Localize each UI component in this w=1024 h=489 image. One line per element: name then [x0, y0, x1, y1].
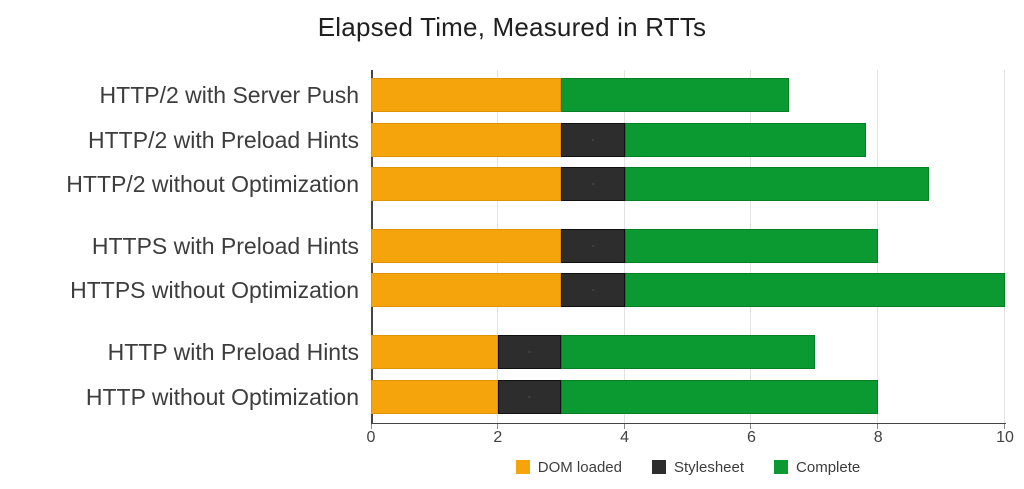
bar-segment-stylesheet: [497, 335, 562, 369]
axis-tick: [371, 424, 372, 429]
bar-segment-stylesheet: [561, 273, 625, 307]
bar-segment-complete: [624, 123, 866, 157]
axis-tick: [496, 424, 498, 429]
bar-segment-complete: [624, 273, 1005, 307]
legend-item-dom-loaded: DOM loaded: [515, 458, 622, 476]
chart-title: Elapsed Time, Measured in RTTs: [317, 12, 707, 42]
plot-area: [371, 70, 1006, 429]
category-label: HTTP/2 without Optimization: [66, 171, 359, 197]
legend-label: Stylesheet: [673, 458, 745, 476]
axis-tick-label: 8: [873, 429, 883, 446]
bar-segment-complete: [624, 229, 879, 263]
legend-swatch-stylesheet: [651, 460, 666, 474]
axis-tick-label: 0: [366, 429, 376, 446]
bar-segment-dom-loaded: [371, 273, 562, 307]
bar-segment-dom-loaded: [371, 229, 562, 263]
axis-tick-label: 2: [493, 429, 503, 446]
bar-segment-stylesheet: [561, 123, 625, 157]
legend-swatch-complete: [774, 460, 789, 474]
category-label: HTTP without Optimization: [85, 384, 359, 410]
x-axis-line: [371, 423, 1006, 424]
bar-segment-dom-loaded: [371, 335, 498, 369]
legend-label: Complete: [796, 458, 861, 476]
legend-item-complete: Complete: [774, 459, 860, 476]
axis-tick-label: 4: [620, 429, 630, 446]
legend-label: DOM loaded: [537, 458, 622, 476]
category-label: HTTP/2 with Server Push: [99, 82, 359, 108]
category-label: HTTPS without Optimization: [70, 277, 359, 303]
bar-segment-stylesheet: [561, 229, 625, 263]
bar-segment-stylesheet: [561, 167, 625, 201]
bar-segment-stylesheet: [497, 380, 562, 414]
legend: DOM loaded Stylesheet Complete: [371, 457, 1005, 477]
axis-tick-label: 6: [746, 429, 756, 446]
axis-tick: [877, 424, 879, 429]
axis-tick: [750, 424, 752, 429]
bar-segment-complete: [561, 335, 815, 369]
bar-segment-dom-loaded: [371, 123, 562, 157]
legend-item-stylesheet: Stylesheet: [651, 458, 745, 476]
bar-segment-dom-loaded: [371, 78, 562, 112]
bar-segment-dom-loaded: [371, 167, 562, 201]
bar-segment-complete: [624, 167, 929, 201]
bar-segment-dom-loaded: [371, 380, 498, 414]
bar-segment-complete: [561, 380, 879, 414]
axis-tick-label: 10: [996, 429, 1014, 446]
category-label: HTTPS with Preload Hints: [91, 233, 359, 259]
category-label: HTTP with Preload Hints: [107, 339, 359, 365]
axis-tick: [623, 424, 625, 429]
gridline: [1004, 70, 1005, 423]
axis-tick: [1004, 424, 1005, 429]
legend-swatch-dom-loaded: [515, 460, 530, 474]
bar-segment-complete: [561, 78, 790, 112]
category-label: HTTP/2 with Preload Hints: [88, 127, 359, 153]
